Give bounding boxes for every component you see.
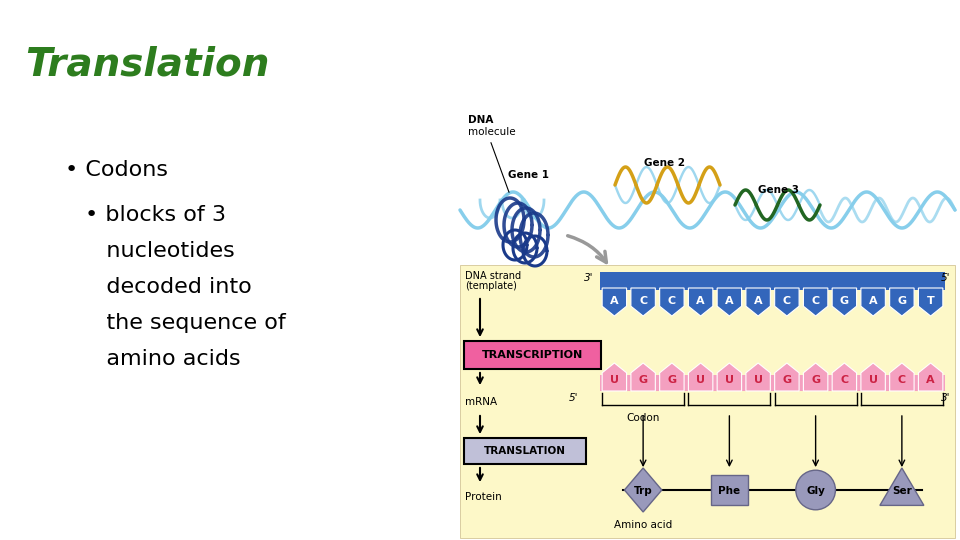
Text: A: A [696, 296, 705, 306]
Text: G: G [782, 375, 791, 385]
Text: decoded into: decoded into [85, 277, 252, 297]
Polygon shape [746, 288, 770, 316]
Text: A: A [869, 296, 877, 306]
Text: Phe: Phe [718, 486, 740, 496]
Polygon shape [861, 363, 885, 391]
Text: TRANSLATION: TRANSLATION [484, 446, 566, 456]
Text: T: T [926, 296, 934, 306]
Polygon shape [688, 363, 713, 391]
Text: • Codons: • Codons [65, 160, 168, 180]
Text: mRNA: mRNA [465, 397, 497, 407]
Polygon shape [775, 288, 799, 316]
Text: DNA: DNA [468, 115, 493, 125]
Text: amino acids: amino acids [85, 349, 241, 369]
Text: 3': 3' [941, 393, 950, 403]
Polygon shape [804, 288, 828, 316]
Text: A: A [610, 296, 618, 306]
FancyBboxPatch shape [464, 341, 601, 369]
FancyBboxPatch shape [600, 272, 945, 290]
Text: Trp: Trp [634, 486, 653, 496]
Text: Gene 1: Gene 1 [508, 170, 548, 180]
Circle shape [796, 470, 835, 510]
Text: Ser: Ser [892, 486, 912, 496]
Text: Gene 3: Gene 3 [757, 185, 799, 195]
Polygon shape [804, 363, 828, 391]
Text: Codon: Codon [627, 413, 660, 423]
Text: G: G [667, 375, 677, 385]
Text: (template): (template) [465, 281, 516, 291]
Polygon shape [832, 288, 856, 316]
Text: C: C [668, 296, 676, 306]
Text: C: C [840, 375, 849, 385]
Polygon shape [775, 363, 799, 391]
Text: 3': 3' [584, 273, 593, 283]
Polygon shape [660, 363, 684, 391]
Text: 5': 5' [941, 273, 950, 283]
Text: the sequence of: the sequence of [85, 313, 286, 333]
Text: C: C [898, 375, 906, 385]
Text: Amino acid: Amino acid [614, 520, 672, 530]
Polygon shape [890, 288, 914, 316]
Text: C: C [782, 296, 791, 306]
FancyBboxPatch shape [464, 438, 586, 464]
Text: U: U [869, 375, 877, 385]
FancyBboxPatch shape [710, 475, 748, 505]
Text: A: A [926, 375, 935, 385]
Polygon shape [919, 363, 943, 391]
Polygon shape [890, 363, 914, 391]
Polygon shape [861, 288, 885, 316]
Polygon shape [717, 363, 741, 391]
Text: Gly: Gly [806, 486, 825, 496]
Polygon shape [660, 288, 684, 316]
Polygon shape [832, 363, 856, 391]
Text: Gene 2: Gene 2 [644, 158, 685, 168]
Text: A: A [754, 296, 762, 306]
Text: Protein: Protein [465, 492, 502, 502]
FancyBboxPatch shape [600, 375, 945, 391]
Polygon shape [631, 288, 656, 316]
Text: U: U [610, 375, 619, 385]
Text: G: G [898, 296, 906, 306]
Text: C: C [811, 296, 820, 306]
Text: Translation: Translation [25, 45, 270, 83]
Text: U: U [725, 375, 733, 385]
Text: G: G [840, 296, 849, 306]
Polygon shape [880, 468, 924, 505]
Text: G: G [638, 375, 648, 385]
Polygon shape [631, 363, 656, 391]
Text: TRANSCRIPTION: TRANSCRIPTION [482, 350, 583, 360]
FancyBboxPatch shape [460, 265, 955, 538]
Polygon shape [624, 468, 661, 512]
Polygon shape [602, 288, 627, 316]
Text: 5': 5' [568, 393, 578, 403]
Text: G: G [811, 375, 820, 385]
Text: U: U [754, 375, 762, 385]
Polygon shape [746, 363, 770, 391]
Text: U: U [696, 375, 706, 385]
Polygon shape [919, 288, 943, 316]
Text: nucleotides: nucleotides [85, 241, 235, 261]
Text: A: A [725, 296, 733, 306]
Polygon shape [602, 363, 627, 391]
Text: molecule: molecule [468, 127, 516, 137]
Text: • blocks of 3: • blocks of 3 [85, 205, 226, 225]
Text: C: C [639, 296, 647, 306]
Polygon shape [688, 288, 713, 316]
Polygon shape [717, 288, 741, 316]
Text: DNA strand: DNA strand [465, 271, 521, 281]
